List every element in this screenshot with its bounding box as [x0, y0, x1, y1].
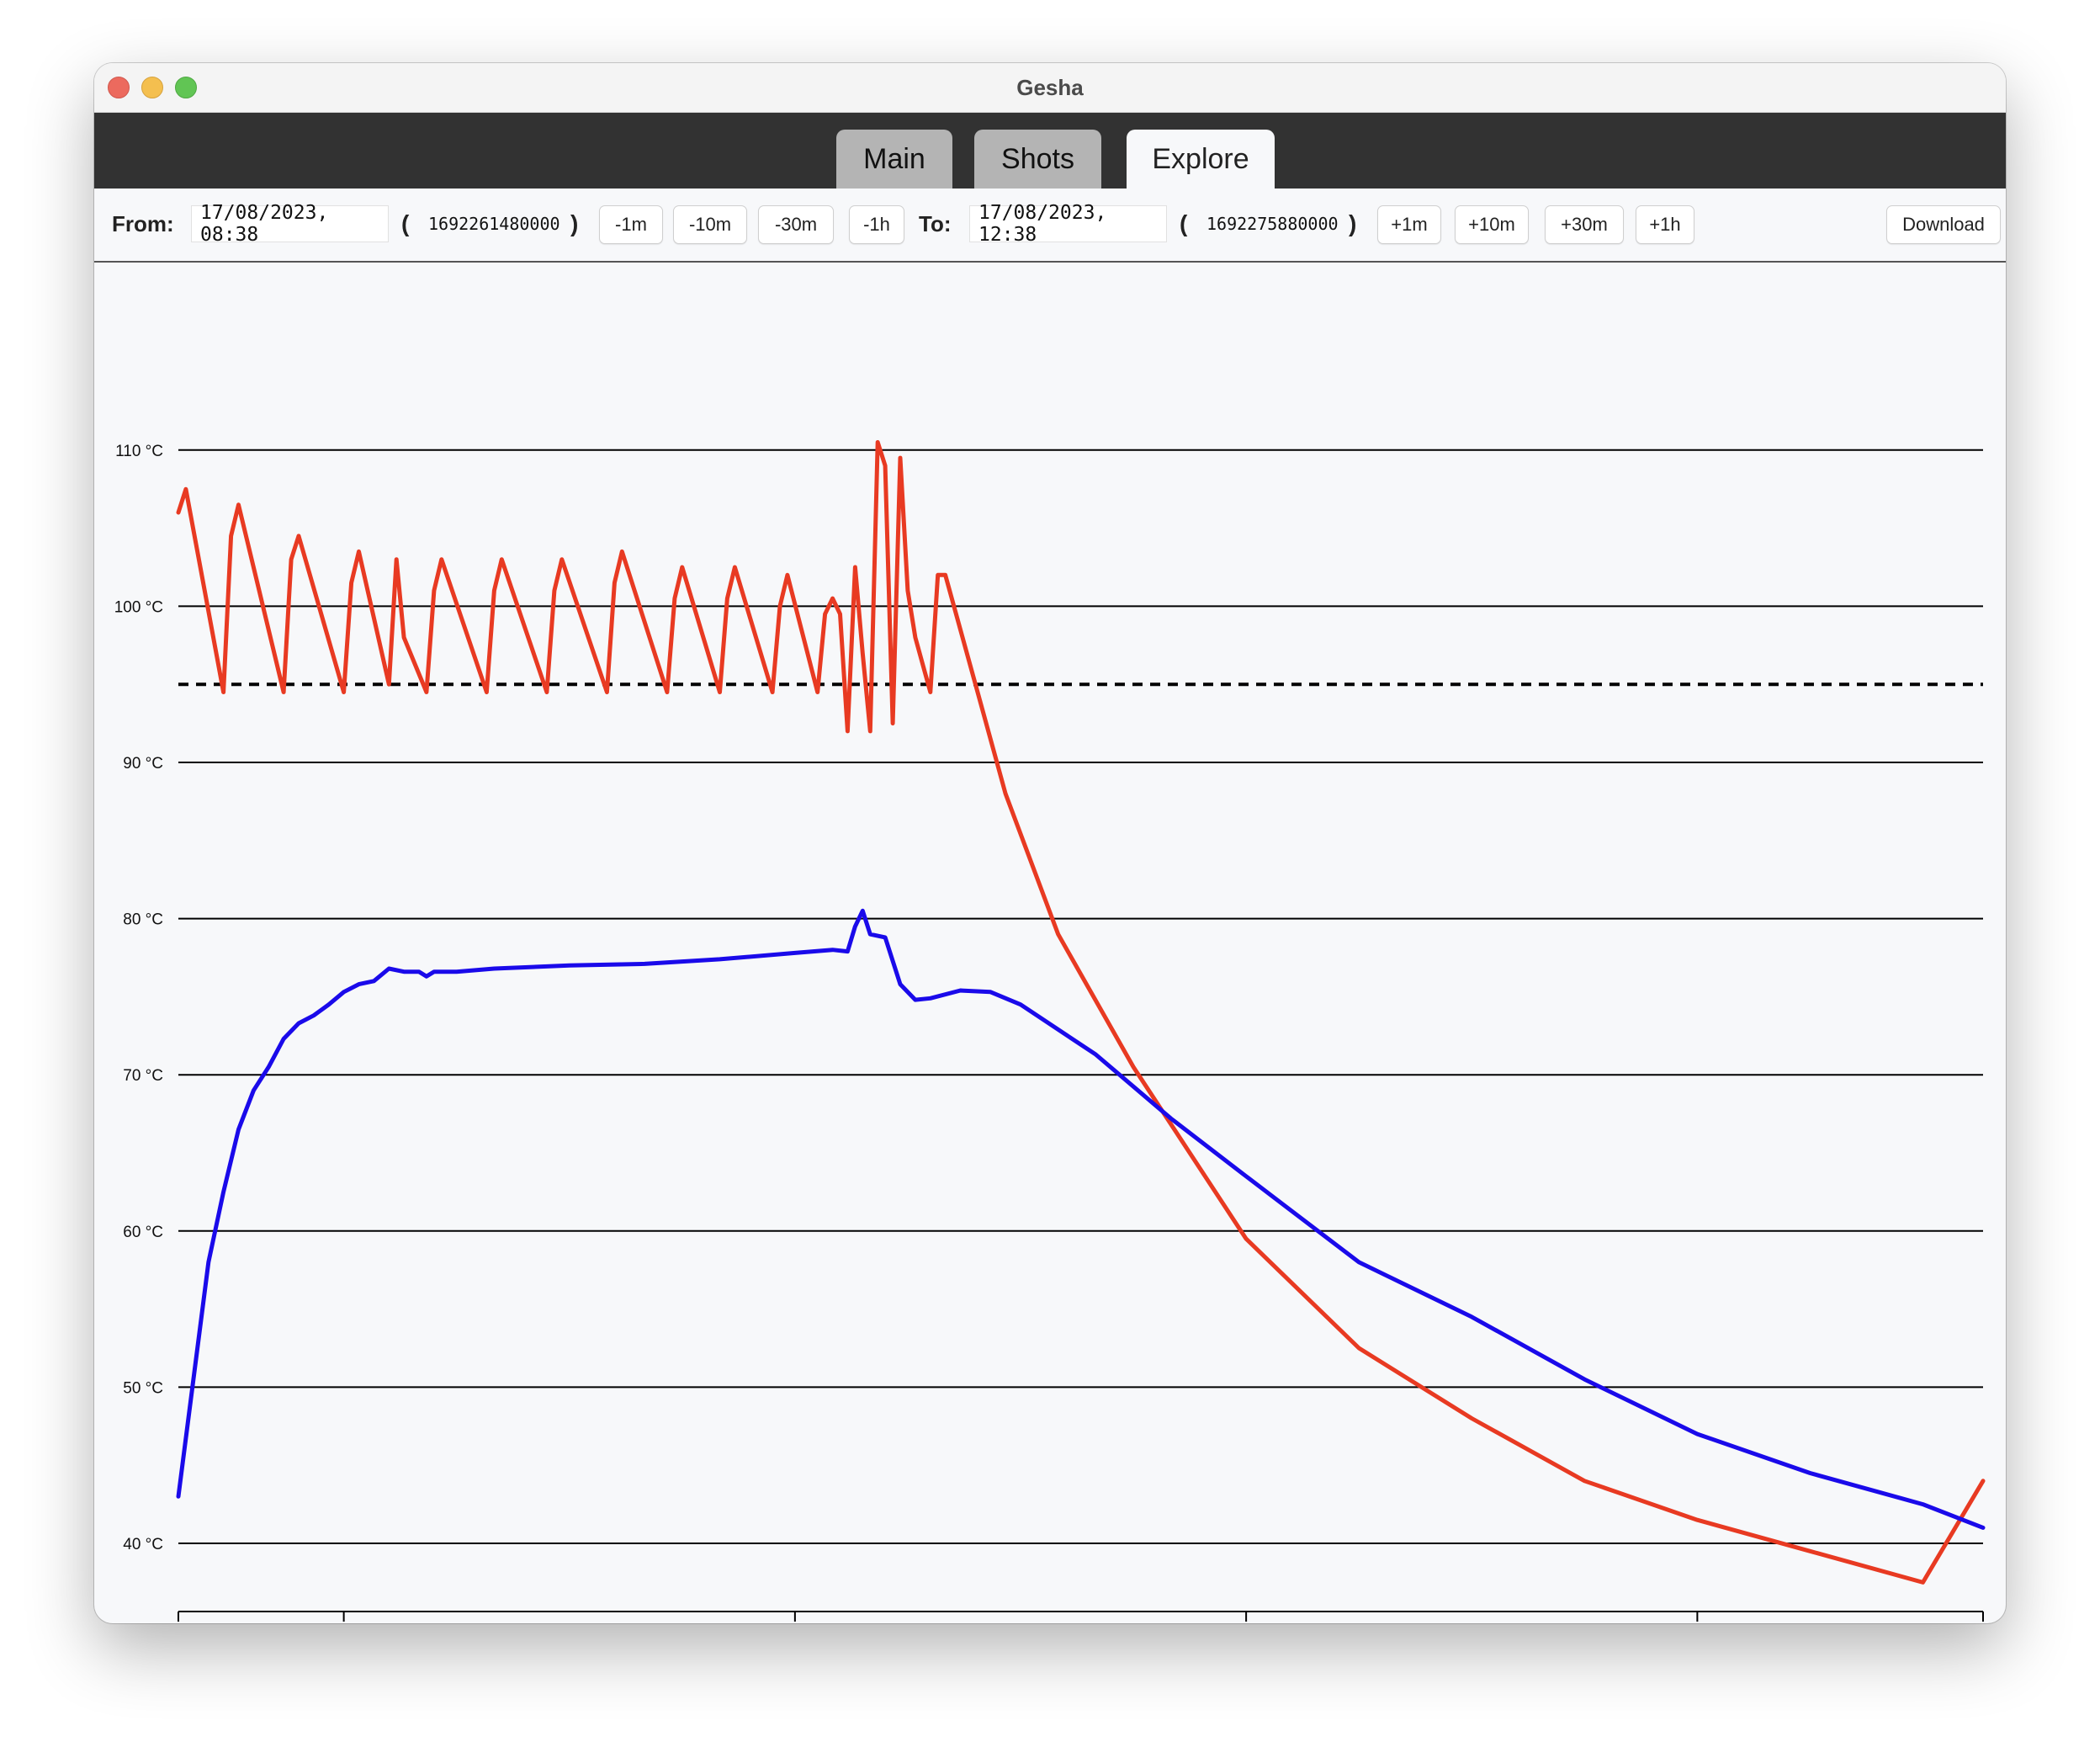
range-toolbar: From: 17/08/2023, 08:38 ( 1692261480000 … [94, 189, 2006, 263]
plus-10m-button[interactable]: +10m [1455, 205, 1529, 244]
y-tick-label: 70 °C [123, 1067, 163, 1085]
y-tick-label: 60 °C [123, 1224, 163, 1241]
tab-shots[interactable]: Shots [974, 130, 1101, 189]
plus-1m-button[interactable]: +1m [1377, 205, 1441, 244]
from-datetime-input[interactable]: 17/08/2023, 08:38 [191, 202, 389, 246]
to-timestamp-paren-close: ) [1349, 210, 1357, 236]
y-axis-labels: 40 °C 50 °C 60 °C 70 °C 80 °C 90 °C 100 °C 110 … [114, 443, 163, 1553]
x-axis: 10 AM11 AM12 PM01 PM [178, 1611, 1984, 1622]
to-timestamp: 1692275880000 [1206, 214, 1339, 234]
app-window: Gesha Main Shots Explore From: 17/08/202… [94, 63, 2006, 1623]
boiler-temperature-line [176, 440, 1986, 1585]
y-tick-label: 90 °C [123, 755, 163, 773]
group-temperature-line [176, 908, 1986, 1530]
title-bar: Gesha [94, 63, 2006, 113]
window-title: Gesha [1016, 75, 1084, 100]
chart-gridlines [178, 449, 1983, 1544]
to-datetime-input[interactable]: 17/08/2023, 12:38 [969, 202, 1167, 246]
tab-explore[interactable]: Explore [1127, 130, 1275, 189]
minus-10m-button[interactable]: -10m [673, 205, 747, 244]
plus-30m-button[interactable]: +30m [1545, 205, 1624, 244]
zoom-window-button[interactable] [175, 77, 197, 98]
plus-1h-button[interactable]: +1h [1636, 205, 1694, 244]
y-tick-label: 110 °C [115, 443, 163, 460]
to-label: To: [919, 210, 952, 236]
minus-30m-button[interactable]: -30m [758, 205, 834, 244]
minimize-window-button[interactable] [141, 77, 163, 98]
minus-1h-button[interactable]: -1h [849, 205, 904, 244]
temperature-chart: 40 °C 50 °C 60 °C 70 °C 80 °C 90 °C 100 °C 110 … [114, 440, 1986, 1622]
minus-1m-button[interactable]: -1m [599, 205, 663, 244]
tab-bar: Main Shots Explore [94, 113, 2006, 189]
chart-series [176, 440, 1986, 1585]
y-tick-label: 80 °C [123, 911, 163, 929]
y-tick-label: 50 °C [123, 1379, 163, 1397]
download-button[interactable]: Download [1886, 205, 2001, 244]
from-timestamp-paren-open: ( [401, 210, 410, 236]
close-window-button[interactable] [108, 77, 130, 98]
to-timestamp-paren-open: ( [1180, 210, 1188, 236]
from-timestamp-paren-close: ) [570, 210, 579, 236]
tab-main[interactable]: Main [836, 130, 952, 189]
from-timestamp: 1692261480000 [428, 214, 560, 234]
from-label: From: [112, 210, 174, 236]
y-tick-label: 100 °C [114, 598, 163, 616]
y-tick-label: 40 °C [123, 1536, 163, 1553]
